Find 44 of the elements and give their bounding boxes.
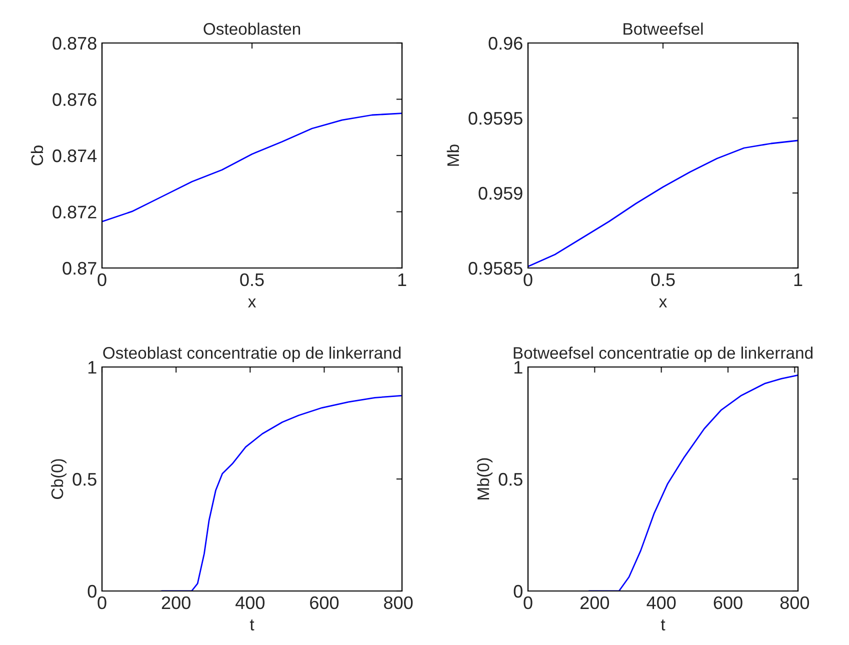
x-tick-label: 400 <box>236 596 265 610</box>
y-tick-label: 0 <box>514 584 522 598</box>
x-tick-label: 1 <box>398 274 406 286</box>
x-tick-label: 800 <box>384 596 413 610</box>
y-tick-label: 0.96 <box>488 36 522 50</box>
x-tick-label: 800 <box>780 596 810 610</box>
x-axis-title: t <box>250 620 254 630</box>
chart-title: Botweefsel <box>624 22 703 35</box>
y-tick-label: 0 <box>88 584 96 598</box>
x-tick-label: 600 <box>714 596 742 610</box>
y-tick-label: 0.9585 <box>468 262 522 275</box>
line-series <box>102 112 402 222</box>
x-tick-label: 0.5 <box>651 273 675 286</box>
chart-title: Botweefsel concentratie op de linkerrand <box>514 346 812 362</box>
x-tick-label: 0 <box>524 273 532 286</box>
x-tick-label: 200 <box>580 596 610 610</box>
y-axis-title: Mb(0) <box>476 458 492 500</box>
x-axis-title: x <box>248 298 256 308</box>
y-tick-label: 0.874 <box>52 149 97 162</box>
x-tick-label: 400 <box>646 596 676 610</box>
x-tick-label: 200 <box>162 596 190 610</box>
y-tick-label: 0.876 <box>52 93 96 106</box>
y-tick-label: 0.5 <box>498 472 522 486</box>
y-tick-label: 0.87 <box>62 262 96 275</box>
y-tick-label: 1 <box>88 361 96 374</box>
y-axis-title: Cb <box>30 146 44 166</box>
chart-title: Osteoblasten <box>204 22 300 35</box>
y-tick-label: 0.878 <box>52 36 96 50</box>
y-tick-label: 1 <box>514 361 522 374</box>
x-tick-label: 0 <box>98 273 106 286</box>
x-tick-label: 0 <box>98 596 106 610</box>
x-tick-label: 600 <box>310 596 339 610</box>
y-tick-label: 0.872 <box>52 206 96 218</box>
y-tick-label: 0.959 <box>478 186 522 200</box>
y-axis-title: Cb(0) <box>50 459 66 499</box>
x-tick-label: 0 <box>524 596 532 610</box>
y-tick-label: 0.5 <box>72 472 96 486</box>
x-tick-label: 0.5 <box>240 273 264 286</box>
y-tick-label: 0.9595 <box>468 112 522 125</box>
x-axis-title: t <box>660 620 666 630</box>
x-axis-title: x <box>659 298 667 308</box>
chart-title: Osteoblast concentratie op de linkerrand <box>103 346 401 362</box>
x-tick-label: 1 <box>794 274 802 286</box>
y-axis-title: Mb <box>446 144 460 166</box>
